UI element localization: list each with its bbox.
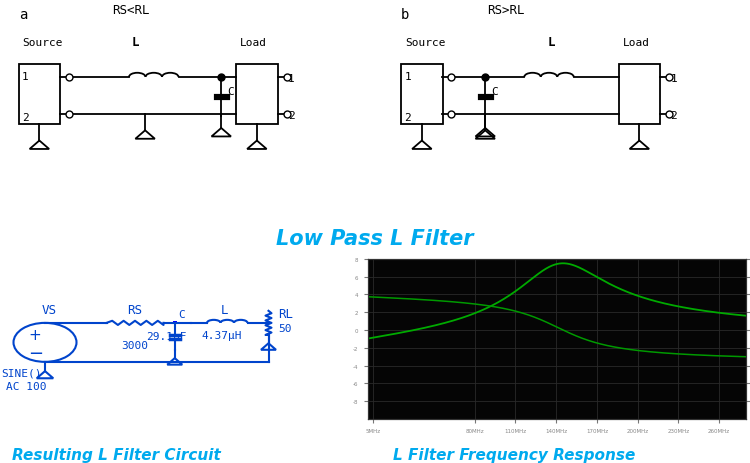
Text: b: b bbox=[401, 7, 410, 21]
Text: Load: Load bbox=[622, 38, 650, 48]
Bar bbox=[619, 65, 660, 125]
Text: RL: RL bbox=[278, 307, 293, 320]
Text: C: C bbox=[227, 87, 234, 97]
Text: 1: 1 bbox=[404, 72, 411, 81]
Text: a: a bbox=[19, 7, 27, 21]
Text: Source: Source bbox=[22, 38, 63, 48]
Text: RS>RL: RS>RL bbox=[488, 4, 525, 17]
Text: Load: Load bbox=[240, 38, 267, 48]
Text: L: L bbox=[131, 36, 139, 49]
Bar bbox=[236, 65, 278, 125]
Text: 29.1pF: 29.1pF bbox=[146, 332, 187, 342]
Text: SINE(): SINE() bbox=[2, 368, 42, 378]
Text: 2: 2 bbox=[22, 113, 28, 122]
Text: C: C bbox=[178, 310, 185, 319]
Text: 2: 2 bbox=[404, 113, 411, 122]
Text: 1: 1 bbox=[670, 74, 677, 83]
Text: 2: 2 bbox=[288, 111, 295, 120]
Bar bbox=[401, 65, 442, 125]
Bar bbox=[172, 322, 177, 325]
Bar bbox=[19, 65, 60, 125]
Text: Source: Source bbox=[405, 38, 445, 48]
Text: 3000: 3000 bbox=[122, 341, 148, 350]
Text: 2: 2 bbox=[670, 111, 677, 120]
Text: L Filter Frequency Response: L Filter Frequency Response bbox=[392, 447, 635, 462]
Text: AC 100: AC 100 bbox=[6, 381, 46, 391]
Text: L: L bbox=[221, 303, 229, 316]
Text: L: L bbox=[548, 36, 555, 49]
Text: VS: VS bbox=[41, 303, 56, 316]
Text: C: C bbox=[491, 87, 498, 97]
Text: Resulting L Filter Circuit: Resulting L Filter Circuit bbox=[12, 447, 220, 462]
Text: 1: 1 bbox=[22, 72, 28, 81]
Text: 50: 50 bbox=[278, 323, 292, 333]
Text: RS: RS bbox=[128, 303, 142, 316]
Text: RS<RL: RS<RL bbox=[112, 4, 150, 17]
Text: Low Pass L Filter: Low Pass L Filter bbox=[276, 228, 474, 249]
Text: 4.37μH: 4.37μH bbox=[201, 330, 242, 340]
Text: +: + bbox=[28, 327, 42, 342]
Text: −: − bbox=[28, 344, 43, 362]
Text: 1: 1 bbox=[288, 74, 295, 83]
